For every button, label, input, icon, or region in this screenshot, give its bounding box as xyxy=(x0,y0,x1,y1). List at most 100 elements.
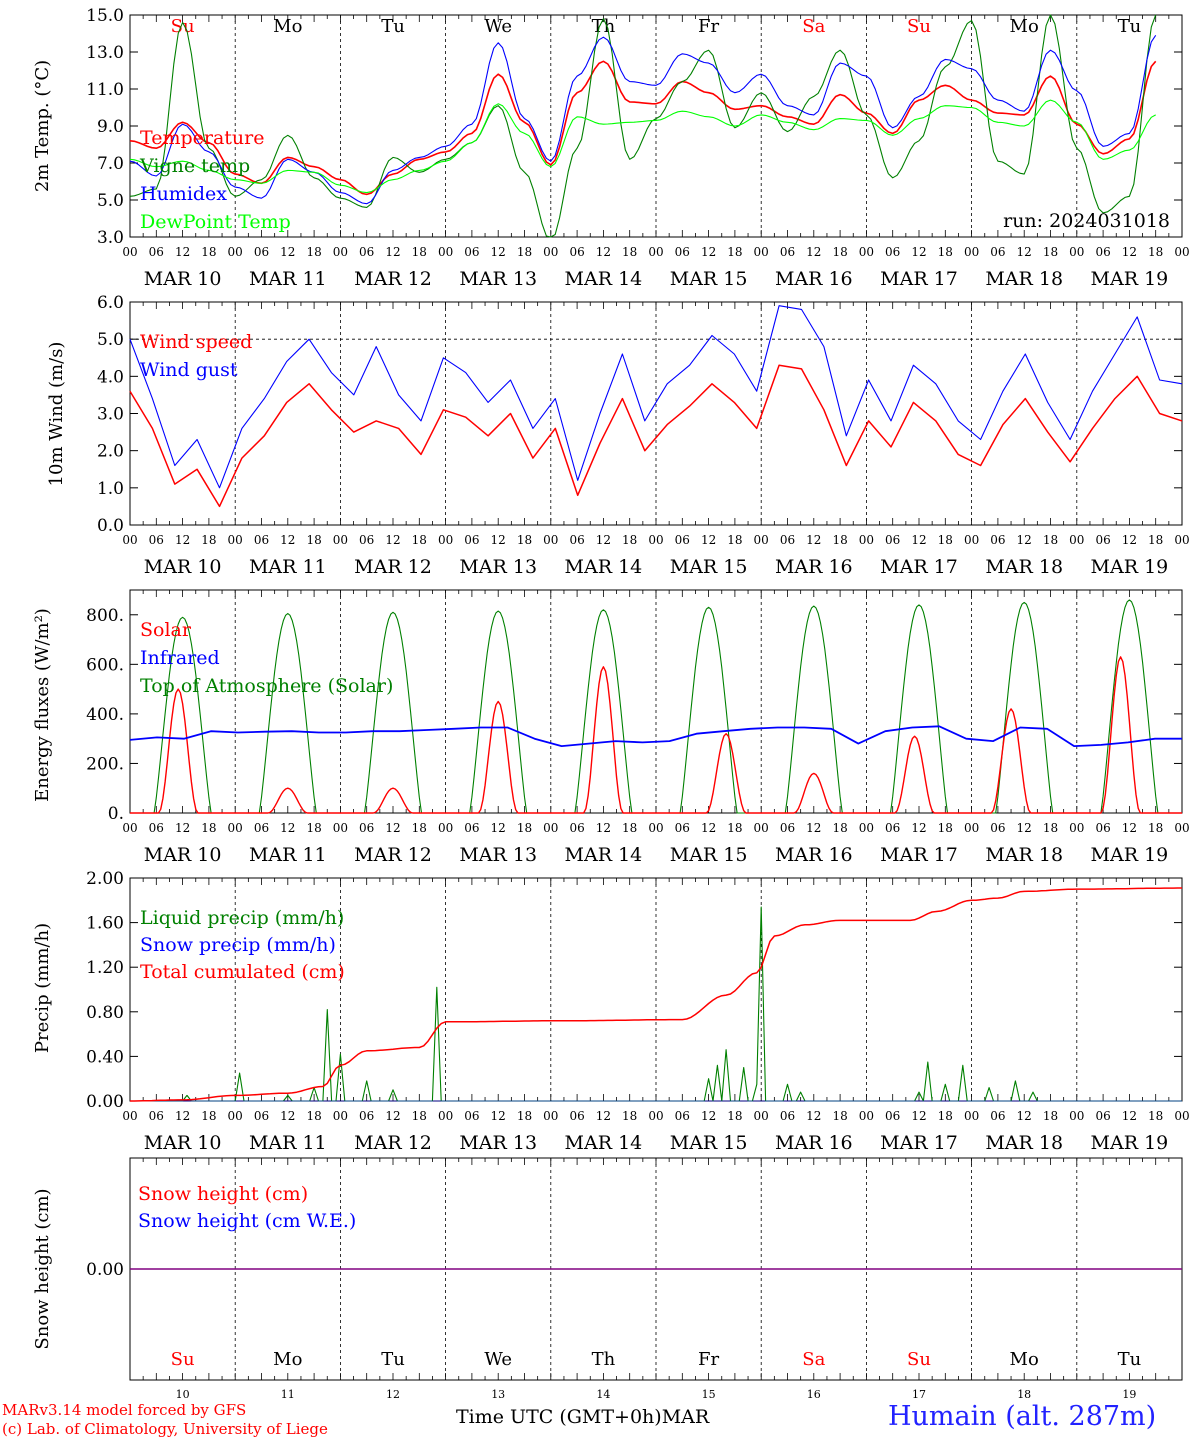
hour-tick-label: 00 xyxy=(648,1109,663,1123)
hour-tick-label: 06 xyxy=(780,245,795,259)
legend-entry: Humidex xyxy=(140,183,227,205)
hour-tick-label: 06 xyxy=(990,245,1005,259)
hour-tick-label: 00 xyxy=(859,533,874,547)
panel-frame xyxy=(129,589,1183,814)
hour-tick-label: 18 xyxy=(201,245,216,259)
weekday-label: Mo xyxy=(1010,16,1039,37)
weekday-label: Th xyxy=(592,16,616,37)
hour-tick-label: 06 xyxy=(569,821,584,835)
date-label: MAR 17 xyxy=(880,844,958,866)
hour-tick-label: 12 xyxy=(911,821,926,835)
hour-tick-label: 12 xyxy=(385,1109,400,1123)
snow-series: Snow height (cm) Snow height (cm W.E.) xyxy=(130,1183,1182,1270)
date-label: MAR 11 xyxy=(249,268,327,290)
y-axis-label: 2m Temp. (°C) xyxy=(32,60,53,192)
hour-tick-label: 06 xyxy=(675,1109,690,1123)
date-label: MAR 18 xyxy=(985,1132,1063,1154)
date-label: MAR 16 xyxy=(775,268,853,290)
hour-tick-label: 12 xyxy=(491,821,506,835)
y-axis-1: 3.0 5.0 7.0 9.0 11.0 13.0 15.0 2m Temp. (°C) xyxy=(32,6,1182,248)
hour-tick-label: 12 xyxy=(701,533,716,547)
day-number-label: 15 xyxy=(702,1388,716,1401)
date-label: MAR 16 xyxy=(775,844,853,866)
legend-entry: Solar xyxy=(140,619,192,641)
hour-tick-label: 12 xyxy=(175,821,190,835)
hour-tick-label: 12 xyxy=(1017,245,1032,259)
hour-tick-label: 18 xyxy=(1043,1109,1058,1123)
hour-tick-label: 12 xyxy=(1122,821,1137,835)
hour-tick-label: 06 xyxy=(359,821,374,835)
hour-tick-label: 18 xyxy=(1148,245,1163,259)
y-axis-2: 0.0 1.0 2.0 3.0 4.0 5.0 6.0 10m Wind (m/s) xyxy=(46,293,1182,536)
hour-tick-label: 06 xyxy=(885,821,900,835)
hour-tick-label: 06 xyxy=(780,533,795,547)
hour-tick-label: 12 xyxy=(596,1109,611,1123)
weekday-label: Tu xyxy=(381,1349,405,1370)
hour-tick-label: 12 xyxy=(175,533,190,547)
hour-tick-label: 06 xyxy=(149,821,164,835)
time-axis-4: 00 06 12 18 MAR 10 00 06 12 18 MAR 11 00 06 12 18 MAR … xyxy=(122,1109,1189,1154)
hour-tick-label: 18 xyxy=(412,1109,427,1123)
hour-tick-label: 06 xyxy=(149,1109,164,1123)
hour-tick-label: 12 xyxy=(911,245,926,259)
y-tick-label: 9.0 xyxy=(97,117,124,137)
hour-tick-label: 12 xyxy=(701,245,716,259)
legend-entry: Snow height (cm) xyxy=(138,1183,308,1205)
hour-tick-label: 12 xyxy=(806,1109,821,1123)
panel-2 xyxy=(129,301,1183,526)
date-label: MAR 12 xyxy=(354,1132,432,1154)
hour-tick-label: 18 xyxy=(938,821,953,835)
date-label: MAR 14 xyxy=(565,1132,643,1154)
hour-tick-label: 06 xyxy=(885,245,900,259)
date-label: MAR 19 xyxy=(1091,844,1169,866)
day-number-label: 19 xyxy=(1122,1388,1136,1401)
hour-tick-label: 18 xyxy=(727,1109,742,1123)
y-tick-label: 2.00 xyxy=(86,869,124,889)
x-axis-month: MAR xyxy=(661,1406,710,1428)
hour-tick-label: 06 xyxy=(1095,245,1110,259)
date-label: MAR 10 xyxy=(144,1132,222,1154)
weekday-label: Fr xyxy=(698,1349,719,1370)
y-tick-label: 7.0 xyxy=(97,154,124,174)
legend-entry: Snow height (cm W.E.) xyxy=(138,1210,356,1232)
hour-tick-label: 06 xyxy=(359,245,374,259)
hour-tick-label: 12 xyxy=(596,245,611,259)
panel-frame xyxy=(129,301,1183,526)
hour-tick-label: 06 xyxy=(464,821,479,835)
date-label: MAR 18 xyxy=(985,268,1063,290)
hour-tick-label: 18 xyxy=(306,533,321,547)
hour-tick-label: 12 xyxy=(491,533,506,547)
hour-tick-label: 06 xyxy=(885,1109,900,1123)
hour-tick-label: 00 xyxy=(543,1109,558,1123)
hour-tick-label: 18 xyxy=(1148,533,1163,547)
hour-tick-label: 06 xyxy=(359,1109,374,1123)
hour-tick-label: 06 xyxy=(359,533,374,547)
hour-tick-label: 00 xyxy=(1174,533,1189,547)
y-tick-label: 5.0 xyxy=(97,330,124,350)
weekday-label: Sa xyxy=(802,16,825,37)
hour-tick-label: 00 xyxy=(1174,1109,1189,1123)
hour-tick-label: 00 xyxy=(122,533,137,547)
hour-tick-label: 12 xyxy=(596,821,611,835)
hour-tick-label: 12 xyxy=(491,1109,506,1123)
hour-tick-label: 00 xyxy=(1069,821,1084,835)
credit-line-2: (c) Lab. of Climatology, University of L… xyxy=(2,1420,328,1438)
day-number-label: 16 xyxy=(807,1388,821,1401)
date-label: MAR 18 xyxy=(985,844,1063,866)
weekday-label: Tu xyxy=(381,16,405,37)
date-label: MAR 12 xyxy=(354,844,432,866)
hour-tick-label: 00 xyxy=(648,245,663,259)
hour-tick-label: 18 xyxy=(201,1109,216,1123)
hour-tick-label: 18 xyxy=(1148,1109,1163,1123)
hour-tick-label: 12 xyxy=(806,533,821,547)
date-label: MAR 14 xyxy=(565,268,643,290)
hour-tick-label: 18 xyxy=(517,245,532,259)
hour-tick-label: 12 xyxy=(280,533,295,547)
y-axis-label: Precip (mm/h) xyxy=(32,923,53,1053)
hour-tick-label: 18 xyxy=(727,245,742,259)
weekday-label: Th xyxy=(592,1349,616,1370)
y-tick-label: 6.0 xyxy=(97,293,124,313)
y-axis-label: Energy fluxes (W/m²) xyxy=(32,608,53,802)
hour-tick-label: 00 xyxy=(333,533,348,547)
legend-entry: Infrared xyxy=(140,647,220,669)
